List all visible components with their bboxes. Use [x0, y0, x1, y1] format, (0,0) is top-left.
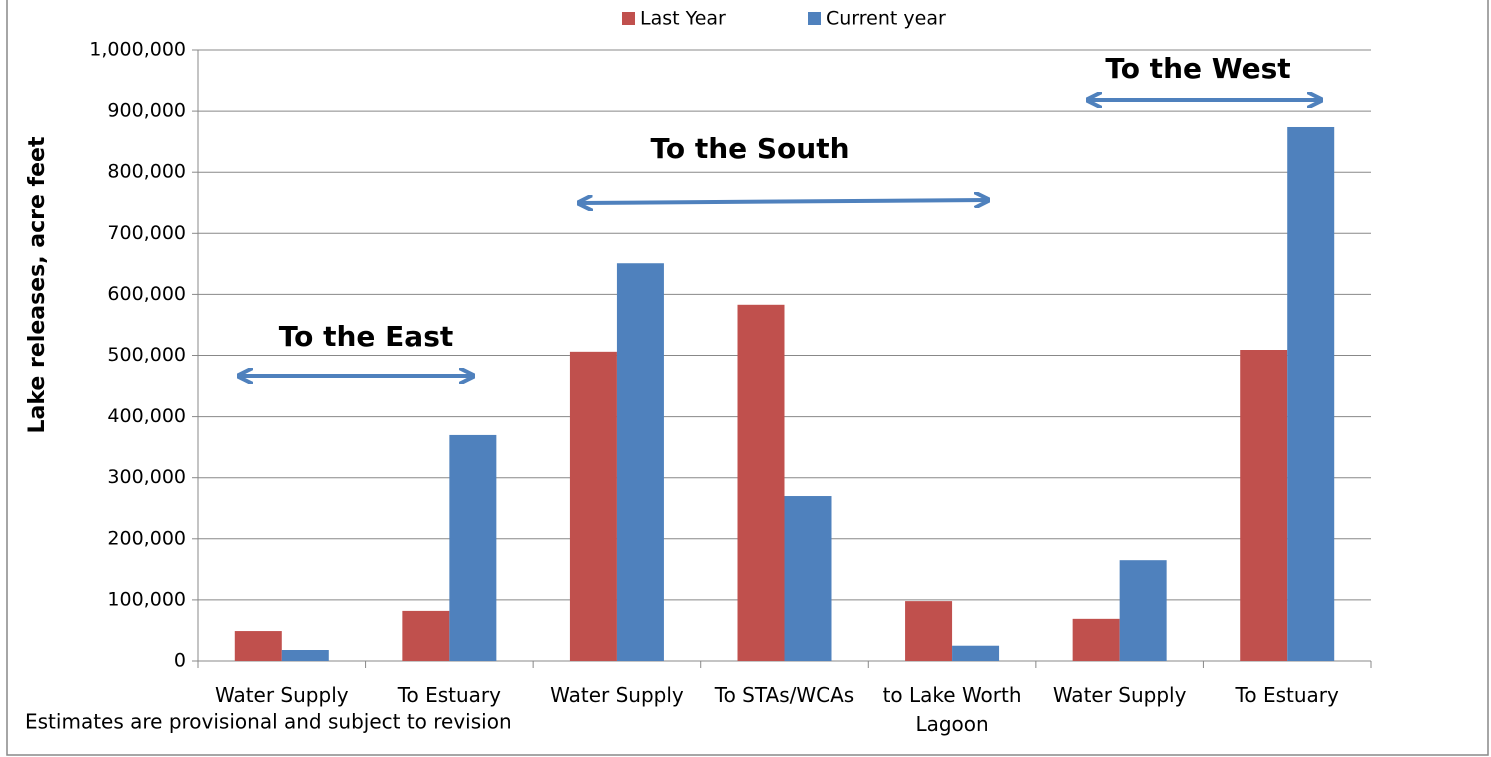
x-tick-label: To Estuary — [397, 683, 501, 707]
bar — [1240, 350, 1288, 661]
bar — [616, 263, 664, 661]
legend-label: Current year — [826, 8, 946, 30]
bar — [449, 434, 497, 661]
y-tick-label: 200,000 — [107, 527, 186, 549]
frame — [6, 0, 1489, 756]
x-tick-label: to Lake Worth Lagoon — [882, 683, 1022, 736]
bar — [952, 645, 1000, 661]
legend-label: Last Year — [640, 8, 726, 30]
y-tick-label: 300,000 — [107, 466, 186, 488]
x-tick-label: To Estuary — [1235, 683, 1339, 707]
y-tick-label: 1,000,000 — [89, 39, 186, 61]
bar — [1119, 560, 1167, 661]
y-tick-label: 900,000 — [107, 100, 186, 122]
legend-swatch — [808, 12, 821, 25]
x-tick-label: Water Supply — [214, 683, 349, 707]
y-tick-label: 100,000 — [107, 588, 186, 610]
annotation: To the East — [279, 320, 454, 353]
annotation: To the South — [650, 132, 849, 165]
bar — [784, 496, 832, 661]
bar — [737, 304, 785, 661]
y-tick-label: 600,000 — [107, 283, 186, 305]
bar — [905, 601, 953, 661]
bar — [1072, 618, 1120, 661]
y-axis-label: Lake releases, acre feet — [25, 136, 50, 433]
bar — [1287, 126, 1335, 661]
y-tick-label: 400,000 — [107, 405, 186, 427]
y-tick-label: 800,000 — [107, 161, 186, 183]
y-tick-label: 500,000 — [107, 344, 186, 366]
legend-swatch — [622, 12, 635, 25]
x-tick-label: Water Supply — [1052, 683, 1187, 707]
arrow — [580, 200, 987, 203]
y-tick-label: 700,000 — [107, 222, 186, 244]
bar — [234, 631, 282, 661]
bar — [569, 351, 617, 661]
footnote: Estimates are provisional and subject to… — [25, 710, 512, 734]
annotation: To the West — [1105, 52, 1290, 85]
x-tick-label: Water Supply — [550, 683, 684, 707]
bar — [281, 650, 329, 661]
bar — [402, 610, 450, 661]
x-tick-label: To STAs/WCAs — [714, 683, 855, 707]
y-tick-label: 0 — [174, 650, 186, 672]
